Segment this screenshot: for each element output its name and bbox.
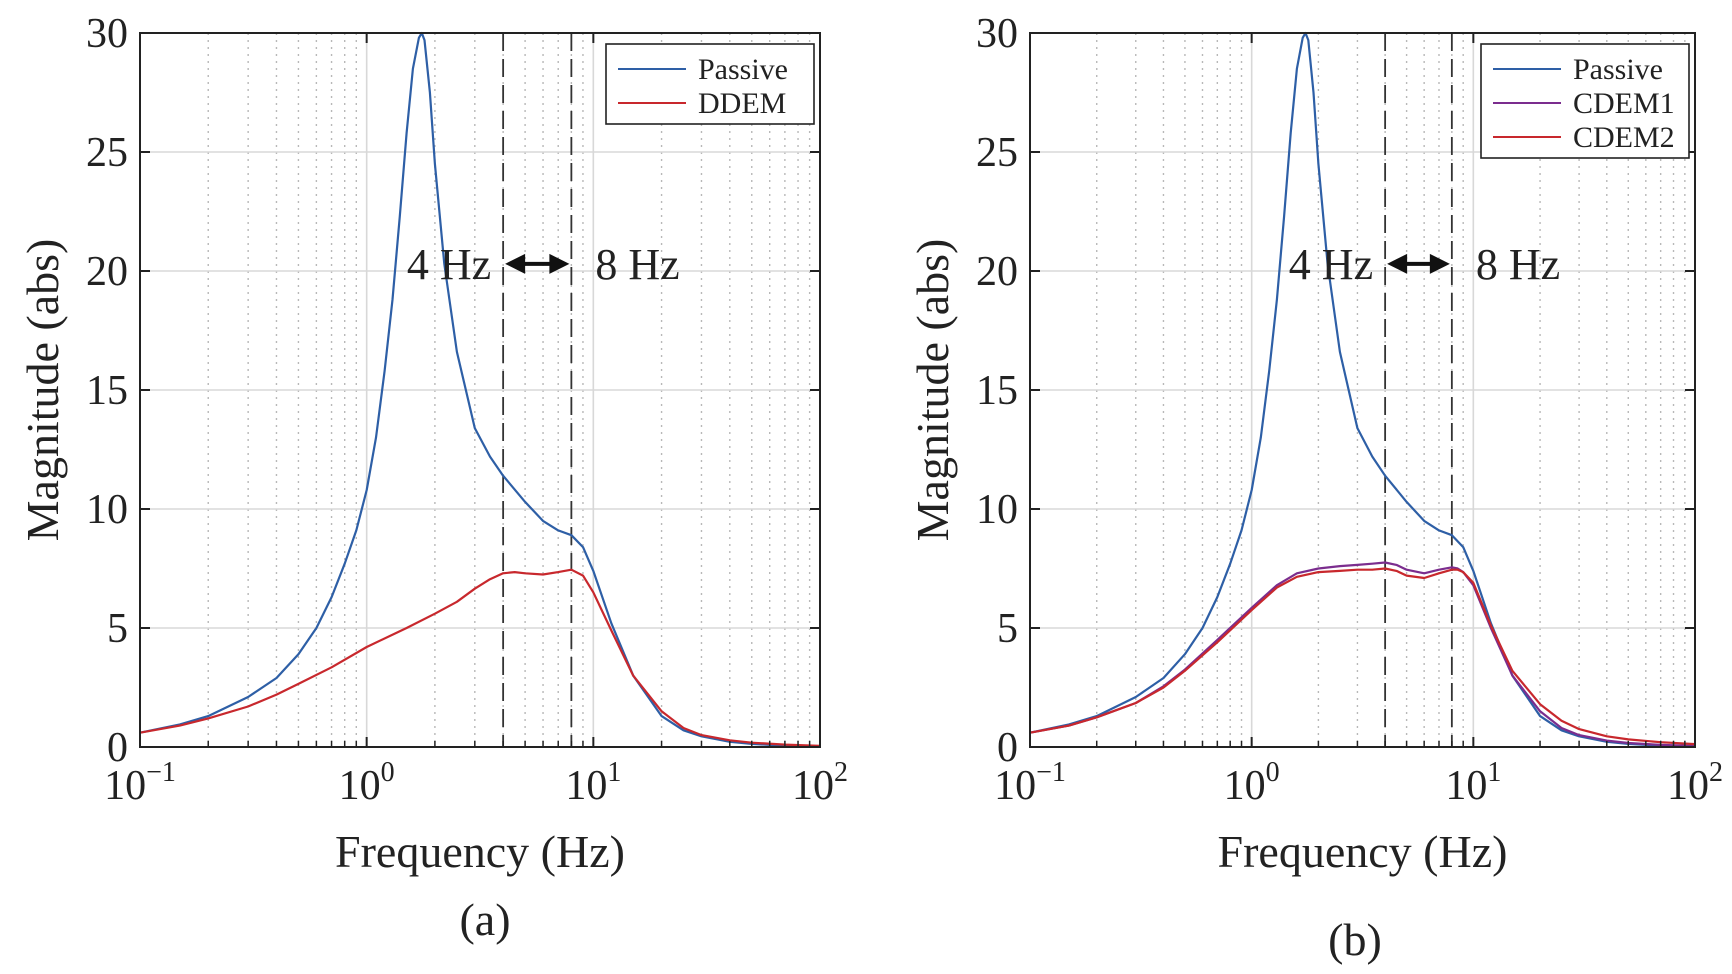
y-axis-label: Magnitude (abs) — [17, 239, 68, 542]
x-axis-label: Frequency (Hz) — [335, 826, 625, 877]
series-line-cdem1 — [1029, 561, 1696, 748]
x-axis-label: Frequency (Hz) — [1218, 826, 1508, 877]
y-tick-label: 25 — [976, 130, 1018, 176]
legend-label-cdem1: CDEM1 — [1573, 87, 1675, 120]
legend-label-passive: Passive — [1573, 53, 1663, 86]
double-arrow — [505, 253, 570, 274]
y-axis-label: Magnitude (abs) — [907, 239, 958, 542]
annotation-8hz: 8 Hz — [595, 240, 679, 289]
series-line-ddem — [139, 568, 821, 747]
y-tick-label: 30 — [86, 11, 128, 57]
y-tick-label: 10 — [976, 487, 1018, 533]
y-tick-label: 0 — [997, 725, 1018, 771]
grid — [140, 32, 820, 748]
y-tick-label: 5 — [997, 606, 1018, 652]
y-tick-label: 15 — [976, 368, 1018, 414]
annotation-4hz: 4 Hz — [407, 240, 491, 289]
legend-box — [1480, 43, 1690, 159]
legend-label-passive: Passive — [698, 53, 788, 86]
x-tick-label: 102 — [792, 757, 848, 809]
y-tick-label: 10 — [86, 487, 128, 533]
y-tick-label: 25 — [86, 130, 128, 176]
y-tick-label: 30 — [976, 11, 1018, 57]
panel-label: (a) — [459, 894, 510, 945]
arrow-head-right — [549, 253, 570, 274]
y-tick-label: 0 — [107, 725, 128, 771]
arrow-head-left — [505, 253, 526, 274]
x-tick-label: 100 — [1224, 757, 1280, 809]
y-tick-label: 5 — [107, 606, 128, 652]
x-tick-label: 101 — [1445, 757, 1501, 809]
legend-label-ddem: DDEM — [698, 87, 786, 120]
double-arrow — [1387, 253, 1450, 274]
annotation-8hz: 8 Hz — [1476, 240, 1560, 289]
series-line-cdem2 — [1029, 567, 1696, 746]
y-tick-label: 20 — [86, 249, 128, 295]
x-tick-label: 100 — [339, 757, 395, 809]
x-tick-label: 101 — [565, 757, 621, 809]
y-tick-label: 20 — [976, 249, 1018, 295]
y-tick-label: 15 — [86, 368, 128, 414]
x-tick-label: 10−1 — [104, 757, 176, 809]
legend-label-cdem2: CDEM2 — [1573, 121, 1675, 154]
chart-panel-b: 0 5 10 15 20 25 30 10−1 100 101 102 Frequency (Hz) M… — [907, 11, 1723, 965]
x-tick-label: 102 — [1667, 757, 1723, 809]
arrow-head-right — [1429, 253, 1450, 274]
chart-panel-a: 0 5 10 15 20 25 30 10−1 100 101 102 Frequency (Hz) M… — [17, 11, 848, 945]
legend-box — [605, 43, 815, 125]
panel-label: (b) — [1328, 914, 1382, 965]
annotation-4hz: 4 Hz — [1289, 240, 1373, 289]
x-tick-label: 10−1 — [994, 757, 1066, 809]
arrow-head-left — [1387, 253, 1408, 274]
